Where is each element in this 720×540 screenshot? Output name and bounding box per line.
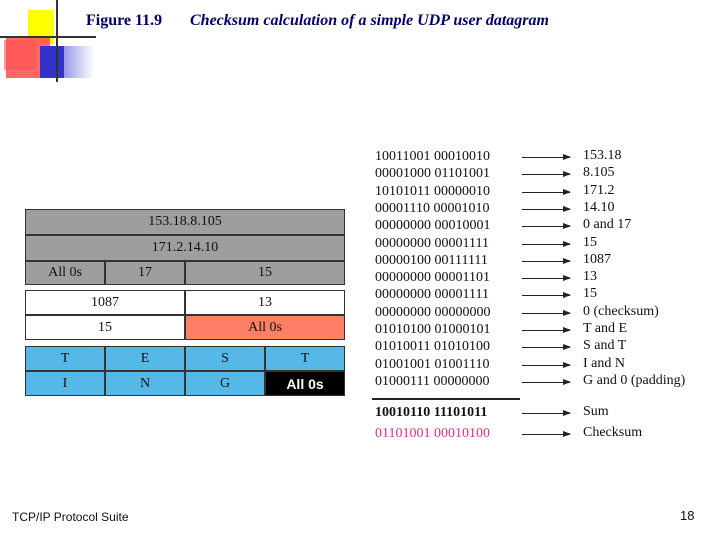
binary-row: 00000100 00111111 — [375, 252, 488, 268]
arrow-right-icon — [522, 205, 571, 212]
padding-cell: All 0s — [265, 371, 345, 396]
data-cell: N — [105, 371, 185, 396]
row-label: S and T — [583, 338, 627, 354]
dest-port-field: 13 — [185, 290, 345, 315]
arrow-right-icon — [522, 223, 571, 230]
arrow-right-icon — [522, 361, 571, 368]
row-label: 13 — [583, 269, 597, 285]
arrow-right-icon — [522, 188, 571, 195]
zeros-field: All 0s — [25, 261, 105, 285]
binary-row: 00000000 00000000 — [375, 304, 491, 320]
row-label: 0 (checksum) — [583, 303, 659, 319]
dest-ip-field: 171.2.14.10 — [25, 235, 345, 261]
arrow-right-icon — [522, 154, 571, 160]
binary-row: 00001000 01101001 — [375, 166, 490, 182]
udp-length-field: 15 — [25, 315, 185, 340]
sum-label: Sum — [583, 404, 609, 419]
data-cell: E — [105, 346, 185, 371]
data-cell: T — [25, 346, 105, 371]
data-cell: S — [185, 346, 265, 371]
arrow-right-icon — [522, 257, 571, 264]
row-label: I and N — [583, 355, 625, 371]
decor-vertical-line — [56, 0, 58, 82]
arrow-right-icon — [522, 240, 571, 247]
source-ip-field: 153.18.8.105 — [25, 209, 345, 235]
arrow-right-icon — [522, 431, 571, 437]
binary-row: 01001001 01001110 — [375, 356, 490, 372]
arrow-right-icon — [522, 171, 571, 178]
decor-horizontal-line — [0, 36, 96, 38]
checksum-label: Checksum — [583, 425, 643, 440]
binary-row: 00001110 00001010 — [375, 200, 490, 216]
binary-row: 00000000 00001111 — [375, 287, 489, 303]
checksum-field: All 0s — [185, 315, 345, 340]
binary-row: 10101011 00000010 — [375, 183, 490, 199]
data-cell: G — [185, 371, 265, 396]
binary-row: 01010100 01000101 — [375, 322, 491, 337]
row-label: G and 0 (padding) — [583, 372, 686, 388]
arrow-right-icon — [522, 344, 571, 351]
data-cell: T — [265, 346, 345, 371]
protocol-field: 17 — [105, 261, 185, 285]
row-label: 14.10 — [583, 199, 615, 215]
decor-lightblue-square — [64, 46, 94, 78]
row-label: 8.105 — [583, 165, 615, 181]
arrow-right-icon — [522, 292, 571, 299]
decor-blue-square — [40, 46, 66, 78]
page-number: 18 — [680, 508, 695, 523]
row-label: 0 and 17 — [583, 217, 632, 233]
binary-row: 00000000 00010001 — [375, 218, 491, 234]
binary-row: 00000000 00001101 — [375, 270, 490, 286]
row-label: T and E — [583, 321, 628, 336]
binary-row: 00000000 00001111 — [375, 235, 489, 251]
binary-row: 10011001 00010010 — [375, 149, 490, 164]
row-label: 1087 — [583, 251, 611, 267]
checksum-bits: 01101001 00010100 — [375, 426, 490, 441]
source-port-field: 1087 — [25, 290, 185, 315]
sum-bits: 10010110 11101011 — [375, 405, 488, 420]
binary-row: 01010011 01010100 — [375, 339, 490, 355]
footer-title: TCP/IP Protocol Suite — [12, 510, 129, 524]
row-label: 15 — [583, 234, 597, 250]
row-label: 171.2 — [583, 182, 615, 198]
binary-row: 01000111 00000000 — [375, 373, 490, 389]
row-label: 15 — [583, 286, 597, 302]
figure-number: Figure 11.9 — [86, 12, 163, 29]
figure-caption: Checksum calculation of a simple UDP use… — [190, 12, 549, 29]
arrow-right-icon — [522, 327, 571, 333]
row-label: 153.18 — [583, 148, 622, 163]
data-cell: I — [25, 371, 105, 396]
sum-divider — [372, 398, 520, 400]
arrow-right-icon — [522, 309, 571, 316]
arrow-right-icon — [522, 410, 571, 416]
pseudo-length-field: 15 — [185, 261, 345, 285]
arrow-right-icon — [522, 275, 571, 282]
arrow-right-icon — [522, 378, 571, 385]
